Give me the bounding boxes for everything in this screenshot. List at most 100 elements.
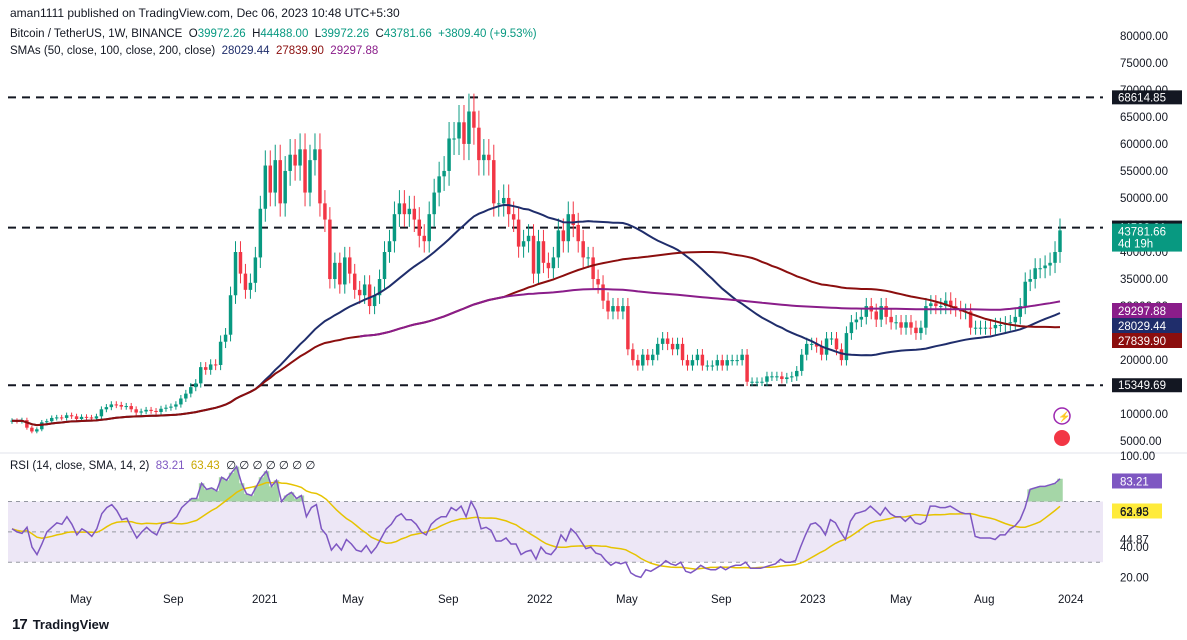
candle-body [54, 417, 59, 419]
candle-body [621, 306, 625, 312]
rsi-ma-value-label: 63.43 [1120, 507, 1149, 519]
candle-body [392, 214, 397, 242]
candle-body [541, 241, 546, 263]
candle-body [69, 415, 74, 417]
sma-axis-label-box [1112, 333, 1182, 348]
open-value: 39972.26 [197, 28, 246, 40]
time-axis-tick: 2021 [252, 594, 278, 606]
candle-body [770, 376, 774, 378]
candle-body [114, 404, 119, 406]
candle-body [531, 235, 536, 274]
candle-body [238, 252, 243, 274]
candle-body [362, 284, 367, 296]
candle-body [914, 327, 918, 334]
candle-body [248, 282, 253, 290]
candle-body [879, 306, 883, 320]
candle-body [795, 370, 799, 377]
candle-body [705, 365, 710, 367]
candle-body [650, 354, 655, 361]
candle-body [516, 219, 521, 247]
candle-body [333, 262, 337, 280]
time-axis-tick: May [70, 594, 92, 606]
candle-body [402, 203, 407, 215]
sma200-value: 29297.88 [330, 45, 379, 57]
candle-body [665, 338, 670, 344]
rsi-axis-tick: 100.00 [1120, 451, 1155, 463]
candle-body [119, 404, 124, 407]
candle-body [422, 235, 426, 242]
rsi-axis-tick: 40.00 [1120, 542, 1149, 554]
candle-body [462, 122, 466, 144]
candle-body [611, 306, 615, 312]
candle-body [755, 381, 759, 383]
candle-body [646, 354, 650, 361]
candle-body [998, 324, 1003, 326]
current-price-text: 43781.66 [1118, 227, 1166, 239]
candle-body [477, 127, 481, 161]
candle-body [1048, 262, 1052, 266]
candle-body [660, 338, 665, 344]
time-axis-tick: May [616, 594, 638, 606]
candle-body [94, 416, 99, 419]
candle-body [988, 327, 993, 329]
candle-body [104, 407, 109, 410]
candle-body [596, 279, 600, 285]
candle-body [223, 334, 228, 342]
candle-body [546, 262, 551, 269]
candle-body [154, 410, 158, 413]
publisher-line: aman1111 published on TradingView.com, D… [10, 6, 400, 20]
candle-body [1018, 306, 1023, 317]
low-label: L [314, 28, 322, 40]
candle-body [561, 230, 566, 242]
price-axis-tick: 55000.00 [1120, 166, 1168, 178]
candle-body [174, 404, 178, 407]
candle-body [323, 203, 327, 220]
candle-body [497, 203, 501, 205]
candle-body [790, 376, 794, 378]
candle-body [894, 322, 898, 324]
rsi-axis-tick: 62.95 [1120, 507, 1149, 519]
candle-body [243, 273, 248, 290]
candle-body [636, 360, 640, 366]
rsi-ma-value: 63.43 [190, 460, 220, 472]
candle-body [814, 343, 819, 347]
candle-body [268, 165, 273, 193]
candle-body [849, 322, 854, 334]
candle-body [218, 341, 223, 365]
flash-glyph: ⚡ [1058, 410, 1070, 423]
sma100-value: 27839.90 [275, 45, 324, 57]
candle-body [194, 383, 198, 388]
candle-body [700, 354, 705, 366]
candle-body [472, 111, 476, 128]
rsi-value-label: 83.21 [1120, 476, 1149, 488]
candle-body [352, 273, 357, 290]
candle-body [983, 327, 988, 329]
candle-body [854, 319, 859, 323]
candle-body [372, 295, 377, 307]
tradingview-footer: 17 TradingView [12, 616, 109, 633]
candle-body [641, 354, 645, 366]
candle-body [884, 306, 888, 317]
time-axis-tick: May [890, 594, 912, 606]
candle-body [824, 338, 829, 355]
rsi-sma-line [11, 481, 1061, 570]
sma-axis-label-text: 27839.90 [1118, 336, 1166, 348]
candle-body [134, 409, 138, 413]
low-value: 39972.26 [321, 28, 370, 40]
candle-body [30, 427, 34, 432]
level-label-text: 68614.85 [1118, 92, 1166, 104]
candle-body [144, 409, 148, 412]
candle-body [447, 138, 451, 171]
tradingview-logo-icon: 17 [12, 616, 28, 633]
rsi-empty-values: ∅ ∅ ∅ ∅ ∅ ∅ ∅ [226, 460, 316, 472]
time-axis-tick: Aug [974, 594, 994, 606]
candle-body [1038, 268, 1042, 270]
candle-body [785, 377, 789, 380]
candle-body [655, 343, 660, 355]
candle-body [492, 160, 496, 204]
candle-body [616, 306, 620, 312]
candle-body [442, 170, 446, 177]
candle-body [343, 257, 347, 285]
candle-body [179, 398, 183, 405]
